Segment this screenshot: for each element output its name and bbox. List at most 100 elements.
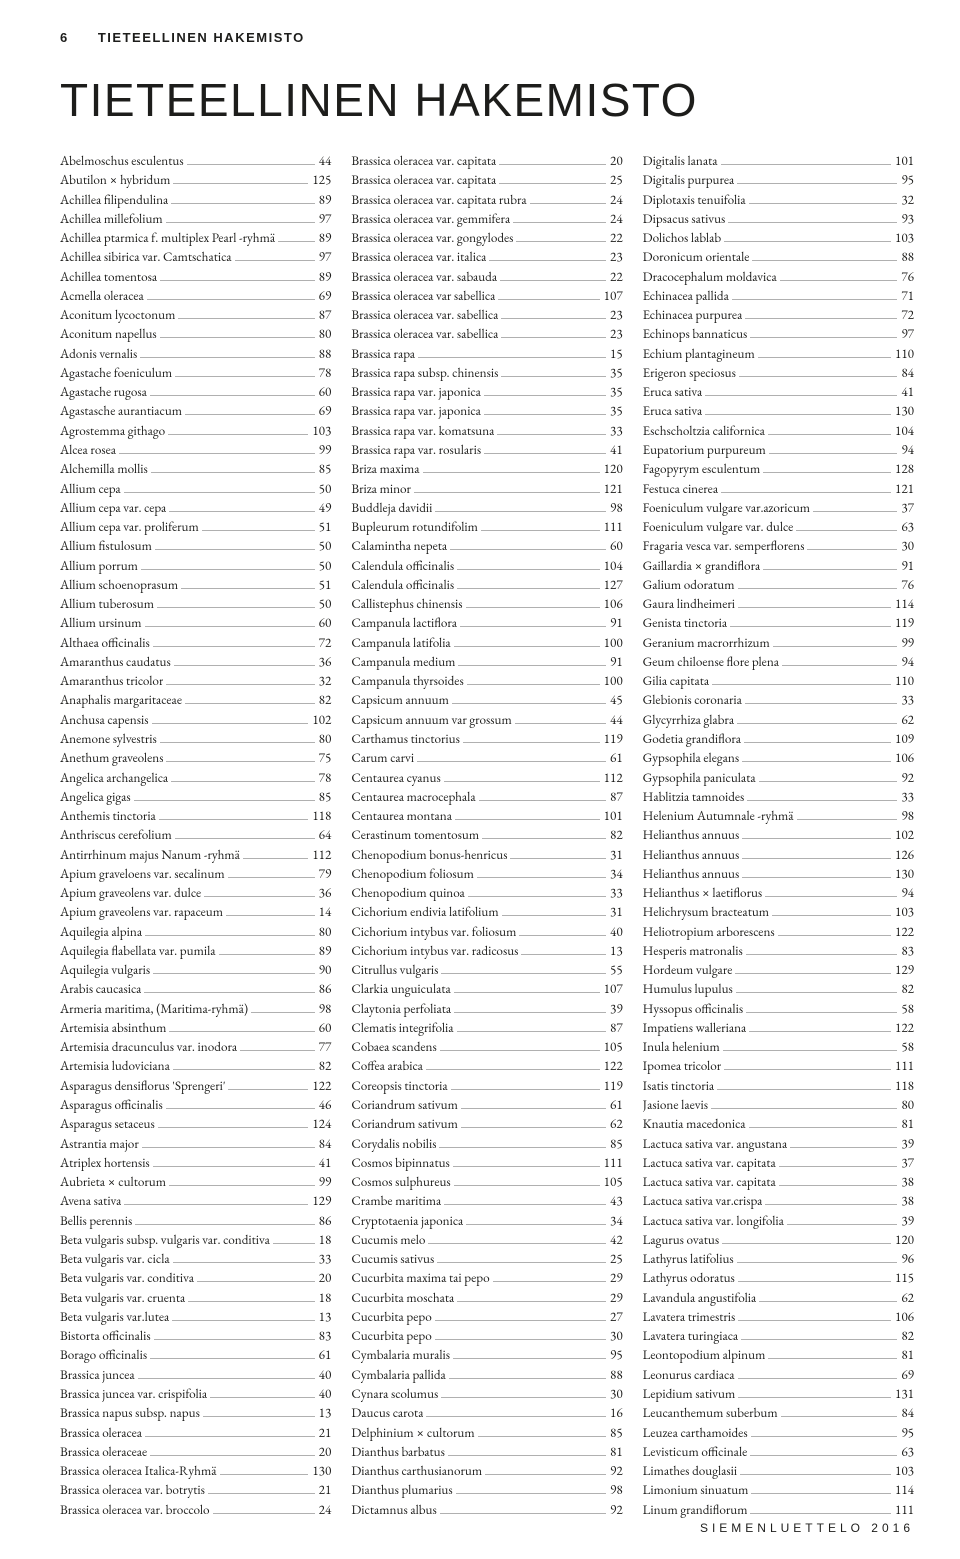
- index-entry: Allium fistulosum50: [60, 536, 331, 555]
- entry-name: Astrantia major: [60, 1134, 139, 1153]
- entry-name: Cichorium intybus var. radicosus: [351, 941, 518, 960]
- leader-line: [153, 646, 315, 647]
- entry-page: 32: [899, 190, 914, 209]
- index-entry: Beta vulgaris var.lutea13: [60, 1307, 331, 1326]
- entry-page: 105: [602, 1172, 623, 1191]
- index-entry: Godetia grandiflora109: [643, 729, 914, 748]
- entry-name: Briza minor: [351, 479, 411, 498]
- index-entry: Achillea filipendulina89: [60, 190, 331, 209]
- leader-line: [747, 800, 897, 801]
- entry-page: 95: [899, 170, 914, 189]
- entry-page: 97: [317, 247, 332, 266]
- index-entry: Angelica archangelica78: [60, 768, 331, 787]
- entry-page: 103: [893, 228, 914, 247]
- entry-page: 88: [317, 344, 332, 363]
- leader-line: [749, 1127, 898, 1128]
- index-entry: Brassica oleracea var. sabauda22: [351, 267, 622, 286]
- entry-name: Leontopodium alpinum: [643, 1345, 766, 1364]
- entry-page: 21: [317, 1423, 332, 1442]
- entry-name: Alcea rosea: [60, 440, 116, 459]
- index-entry: Brassica juncea40: [60, 1365, 331, 1384]
- leader-line: [181, 588, 315, 589]
- leader-line: [499, 183, 606, 184]
- index-entry: Cucurbita maxima tai pepo29: [351, 1268, 622, 1287]
- entry-name: Allium tuberosum: [60, 594, 154, 613]
- leader-line: [758, 357, 891, 358]
- entry-page: 98: [608, 498, 623, 517]
- index-entry: Brassica rapa var. rosularis41: [351, 440, 622, 459]
- entry-name: Cerastinum tomentosum: [351, 825, 479, 844]
- entry-name: Armeria maritima, (Maritima-ryhmä): [60, 999, 248, 1018]
- entry-name: Allium fistulosum: [60, 536, 152, 555]
- entry-name: Aquilegia alpina: [60, 922, 142, 941]
- leader-line: [169, 511, 314, 512]
- entry-page: 131: [893, 1384, 914, 1403]
- index-column: Digitalis lanata101Digitalis purpurea95D…: [643, 151, 914, 1519]
- running-head: 6 TIETEELLINEN HAKEMISTO: [60, 30, 914, 45]
- leader-line: [735, 973, 891, 974]
- entry-name: Brassica oleracea var. sabellica: [351, 324, 498, 343]
- index-entry: Brassica rapa var. japonica35: [351, 401, 622, 420]
- entry-page: 55: [608, 960, 623, 979]
- entry-name: Brassica oleracea var. capitata rubra: [351, 190, 526, 209]
- leader-line: [759, 1301, 897, 1302]
- leader-line: [423, 472, 600, 473]
- entry-name: Anthemis tinctoria: [60, 806, 156, 825]
- entry-page: 87: [608, 1018, 623, 1037]
- leader-line: [154, 1339, 315, 1340]
- entry-name: Aquilegia vulgaris: [60, 960, 150, 979]
- leader-line: [738, 607, 891, 608]
- entry-name: Brassica rapa: [351, 344, 415, 363]
- index-entry: Capsicum annuum var grossum44: [351, 710, 622, 729]
- entry-name: Arabis caucasica: [60, 979, 141, 998]
- index-entry: Brassica oleracea var. capitata25: [351, 170, 622, 189]
- index-entry: Coreopsis tinctoria119: [351, 1076, 622, 1095]
- leader-line: [502, 915, 606, 916]
- entry-page: 114: [893, 594, 914, 613]
- leader-line: [742, 761, 891, 762]
- entry-page: 60: [317, 1018, 332, 1037]
- entry-name: Lavandula angustifolia: [643, 1288, 757, 1307]
- leader-line: [711, 1108, 897, 1109]
- entry-name: Centaurea montana: [351, 806, 452, 825]
- entry-page: 34: [608, 1211, 623, 1230]
- entry-page: 115: [893, 1268, 914, 1287]
- entry-page: 27: [608, 1307, 623, 1326]
- entry-name: Cynara scolumus: [351, 1384, 438, 1403]
- entry-page: 89: [317, 267, 332, 286]
- leader-line: [493, 1281, 606, 1282]
- entry-name: Apium graveolens var. dulce: [60, 883, 201, 902]
- entry-page: 37: [899, 1153, 914, 1172]
- entry-name: Acmella oleracea: [60, 286, 144, 305]
- entry-page: 120: [893, 1230, 914, 1249]
- leader-line: [478, 1436, 606, 1437]
- leader-line: [732, 299, 897, 300]
- index-entry: Helianthus annuus102: [643, 825, 914, 844]
- index-entry: Coffea arabica122: [351, 1056, 622, 1075]
- leader-line: [722, 1243, 891, 1244]
- page: 6 TIETEELLINEN HAKEMISTO TIETEELLINEN HA…: [0, 0, 960, 1559]
- entry-page: 30: [899, 536, 914, 555]
- index-entry: Aconitum napellus80: [60, 324, 331, 343]
- leader-line: [461, 1127, 606, 1128]
- entry-name: Dianthus barbatus: [351, 1442, 445, 1461]
- leader-line: [501, 337, 606, 338]
- entry-page: 29: [608, 1268, 623, 1287]
- leader-line: [763, 472, 891, 473]
- entry-name: Amaranthus tricolor: [60, 671, 163, 690]
- entry-page: 119: [602, 729, 623, 748]
- leader-line: [779, 1185, 898, 1186]
- leader-line: [251, 1012, 315, 1013]
- index-entry: Clematis integrifolia87: [351, 1018, 622, 1037]
- entry-name: Echinacea purpurea: [643, 305, 743, 324]
- index-entry: Amaranthus tricolor32: [60, 671, 331, 690]
- entry-page: 119: [602, 1076, 623, 1095]
- leader-line: [454, 646, 600, 647]
- index-entry: Helenium Autumnale -ryhmä98: [643, 806, 914, 825]
- entry-page: 72: [317, 633, 332, 652]
- leader-line: [807, 549, 897, 550]
- leader-line: [444, 781, 600, 782]
- entry-name: Dracocephalum moldavica: [643, 267, 777, 286]
- index-entry: Citrullus vulgaris55: [351, 960, 622, 979]
- index-entry: Digitalis purpurea95: [643, 170, 914, 189]
